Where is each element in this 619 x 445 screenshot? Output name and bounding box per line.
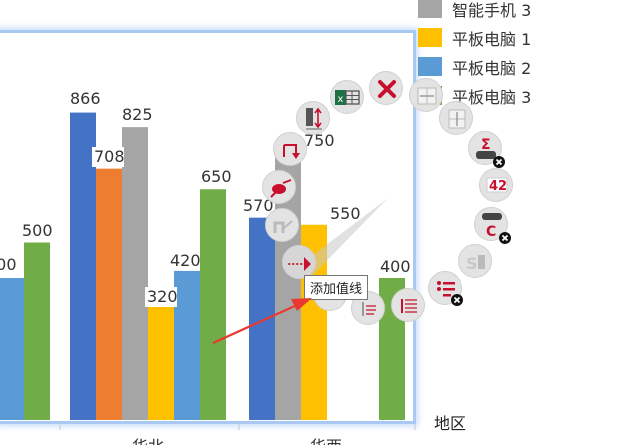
column-height-icon[interactable] [296, 101, 330, 135]
legend-swatch [418, 57, 442, 76]
step-arrow-icon[interactable] [273, 132, 307, 166]
add-value-line-button[interactable] [282, 245, 316, 279]
data-label: 750 [304, 131, 335, 150]
data-label-box [145, 287, 177, 307]
data-label: 570 [243, 196, 274, 215]
plot-area-frame[interactable] [0, 30, 416, 424]
legend-swatch [418, 28, 442, 47]
data-label: 400 [0, 255, 17, 274]
bar[interactable] [96, 168, 122, 420]
tooltip: 添加值线 [304, 275, 369, 300]
number-format-icon[interactable]: 42 [479, 168, 513, 202]
remove-badge-icon [451, 294, 463, 306]
excel-icon[interactable]: x [330, 80, 364, 114]
legend-item-smartphone-3[interactable]: 智能手机 3 [418, 0, 531, 23]
count-column-icon[interactable]: C [474, 207, 511, 244]
data-label-box [92, 147, 124, 167]
data-label: 825 [122, 105, 153, 124]
svg-text:S: S [466, 254, 478, 273]
data-label: 320 [147, 287, 178, 306]
bar[interactable] [24, 242, 50, 421]
close-icon[interactable] [369, 71, 403, 105]
data-label: 866 [70, 89, 101, 108]
svg-text:42: 42 [489, 179, 507, 194]
bar[interactable] [174, 270, 200, 420]
bar[interactable] [122, 127, 148, 420]
bar[interactable] [0, 278, 24, 420]
svg-text:x: x [338, 94, 344, 105]
x-tick-label: 华北 [132, 437, 164, 445]
bar[interactable] [70, 112, 96, 420]
column-width-icon[interactable] [409, 78, 443, 112]
list-filter-icon[interactable] [428, 271, 463, 306]
data-label: 500 [22, 221, 53, 240]
data-label: 708 [94, 147, 125, 166]
data-label: 420 [170, 251, 201, 270]
scatter-arrow-icon[interactable] [262, 170, 296, 204]
x-tick-label: 华西 [310, 437, 342, 445]
sort-column-icon[interactable]: S [458, 244, 492, 278]
legend-label: 智能手机 3 [452, 0, 532, 20]
chart-legend[interactable]: 智能手机 3 平板电脑 1 平板电脑 2 平板电脑 3 [418, 0, 531, 110]
text-lines-icon[interactable] [391, 288, 425, 322]
legend-label: 平板电脑 2 [452, 58, 532, 78]
legend-item-tablet-2[interactable]: 平板电脑 2 [418, 52, 531, 81]
legend-swatch [418, 0, 442, 18]
legend-label: 平板电脑 3 [452, 87, 532, 107]
remove-badge-icon [493, 156, 505, 168]
svg-text:Σ: Σ [481, 137, 491, 153]
x-axis-title: 地区 [434, 414, 467, 433]
trend-step-icon[interactable] [265, 208, 299, 242]
legend-label: 平板电脑 1 [452, 29, 532, 49]
data-label: 650 [201, 167, 232, 186]
sum-column-icon[interactable]: Σ [468, 131, 505, 168]
svg-text:C: C [486, 224, 496, 240]
row-height-icon[interactable] [439, 101, 473, 135]
legend-item-tablet-1[interactable]: 平板电脑 1 [418, 23, 531, 52]
bar[interactable] [148, 306, 174, 420]
remove-badge-icon [499, 232, 511, 244]
